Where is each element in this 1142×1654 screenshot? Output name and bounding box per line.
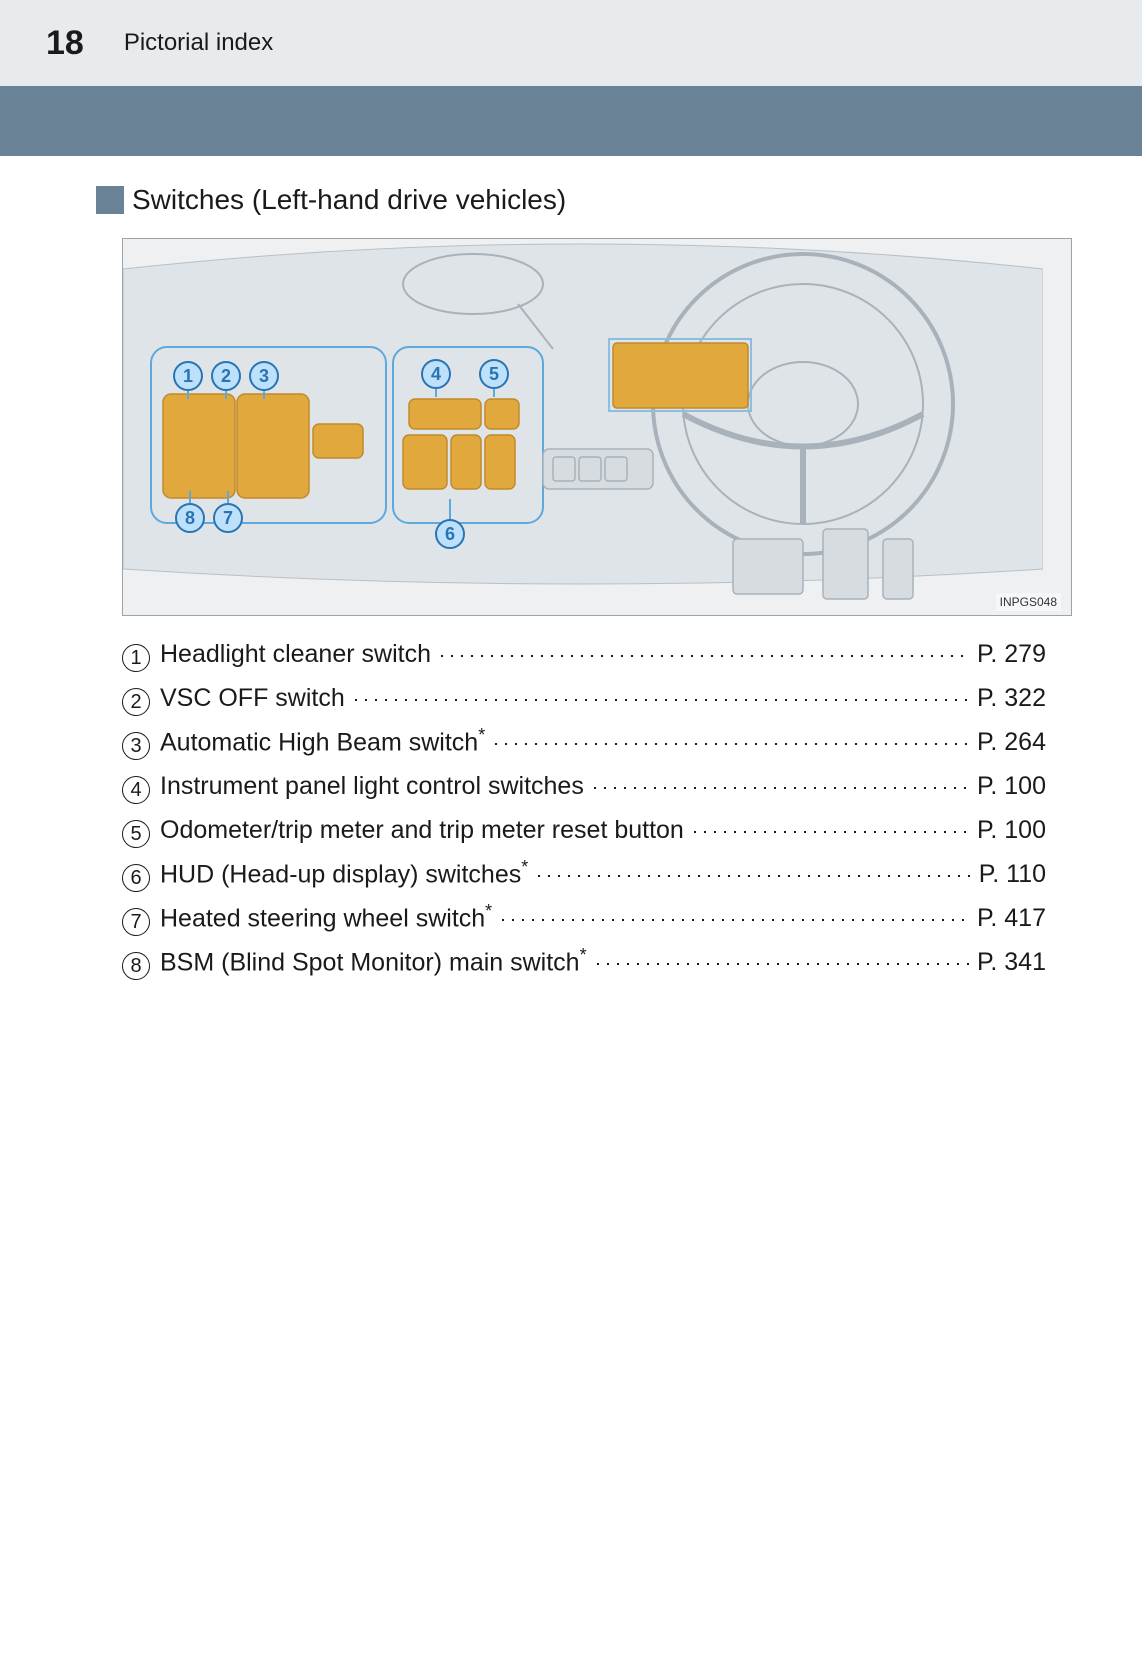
item-label: Headlight cleaner switch — [160, 634, 431, 674]
header-band — [0, 86, 1142, 156]
heading-bullet-icon — [96, 186, 124, 214]
list-item: 2 VSC OFF switch P. 322 — [122, 676, 1046, 718]
item-page: P. 322 — [977, 678, 1046, 718]
footnote-star-icon: * — [478, 725, 485, 745]
item-label: Heated steering wheel switch* — [160, 897, 492, 938]
figure-code: INPGS048 — [996, 593, 1061, 611]
leader-dots — [593, 940, 971, 970]
page-content: Switches (Left-hand drive vehicles) — [0, 156, 1142, 982]
list-item: 7 Heated steering wheel switch* P. 417 — [122, 896, 1046, 938]
leader-dots — [498, 896, 971, 926]
item-number-icon: 2 — [122, 688, 150, 716]
item-label: Odometer/trip meter and trip meter reset… — [160, 810, 684, 850]
item-label: VSC OFF switch — [160, 678, 345, 718]
item-number-icon: 8 — [122, 952, 150, 980]
item-page: P. 264 — [977, 722, 1046, 762]
subsection-heading: Switches (Left-hand drive vehicles) — [96, 184, 1046, 216]
item-page: P. 110 — [979, 854, 1046, 894]
item-page: P. 100 — [977, 810, 1046, 850]
switches-figure: INPGS048 123 45 6 78 — [122, 238, 1072, 616]
item-page: P. 279 — [977, 634, 1046, 674]
leader-dots — [437, 632, 971, 662]
item-page: P. 100 — [977, 766, 1046, 806]
item-label: BSM (Blind Spot Monitor) main switch* — [160, 941, 587, 982]
leader-dots — [491, 720, 971, 750]
list-item: 4 Instrument panel light control switches… — [122, 764, 1046, 806]
callout-bubble-2: 2 — [211, 361, 241, 391]
item-label: Automatic High Beam switch* — [160, 721, 485, 762]
heading-text: Switches (Left-hand drive vehicles) — [132, 184, 566, 216]
callout-bubble-4: 4 — [421, 359, 451, 389]
leader-dots — [690, 808, 971, 838]
list-item: 6 HUD (Head-up display) switches* P. 110 — [122, 852, 1046, 894]
footnote-star-icon: * — [580, 945, 587, 965]
page-header: 18 Pictorial index — [0, 0, 1142, 86]
callout-bubble-3: 3 — [249, 361, 279, 391]
list-item: 5 Odometer/trip meter and trip meter rese… — [122, 808, 1046, 850]
footnote-star-icon: * — [485, 901, 492, 921]
item-number-icon: 6 — [122, 864, 150, 892]
item-page: P. 341 — [977, 942, 1046, 982]
item-number-icon: 3 — [122, 732, 150, 760]
callout-bubble-5: 5 — [479, 359, 509, 389]
item-page: P. 417 — [977, 898, 1046, 938]
leader-dots — [590, 764, 971, 794]
page-number: 18 — [46, 24, 84, 63]
callout-bubble-7: 7 — [213, 503, 243, 533]
callout-bubble-6: 6 — [435, 519, 465, 549]
list-item: 3 Automatic High Beam switch* P. 264 — [122, 720, 1046, 762]
callout-bubble-1: 1 — [173, 361, 203, 391]
dashboard-illustration — [123, 239, 1043, 616]
switches-list: 1 Headlight cleaner switch P. 279 2 VSC OFF … — [122, 632, 1046, 982]
item-number-icon: 1 — [122, 644, 150, 672]
item-number-icon: 5 — [122, 820, 150, 848]
callout-bubble-8: 8 — [175, 503, 205, 533]
list-item: 1 Headlight cleaner switch P. 279 — [122, 632, 1046, 674]
item-number-icon: 4 — [122, 776, 150, 804]
item-label: HUD (Head-up display) switches* — [160, 853, 528, 894]
list-item: 8 BSM (Blind Spot Monitor) main switch* P.… — [122, 940, 1046, 982]
leader-dots — [534, 852, 973, 882]
item-label: Instrument panel light control switches — [160, 766, 584, 806]
leader-dots — [351, 676, 971, 706]
footnote-star-icon: * — [521, 857, 528, 877]
section-title: Pictorial index — [124, 29, 273, 57]
item-number-icon: 7 — [122, 908, 150, 936]
